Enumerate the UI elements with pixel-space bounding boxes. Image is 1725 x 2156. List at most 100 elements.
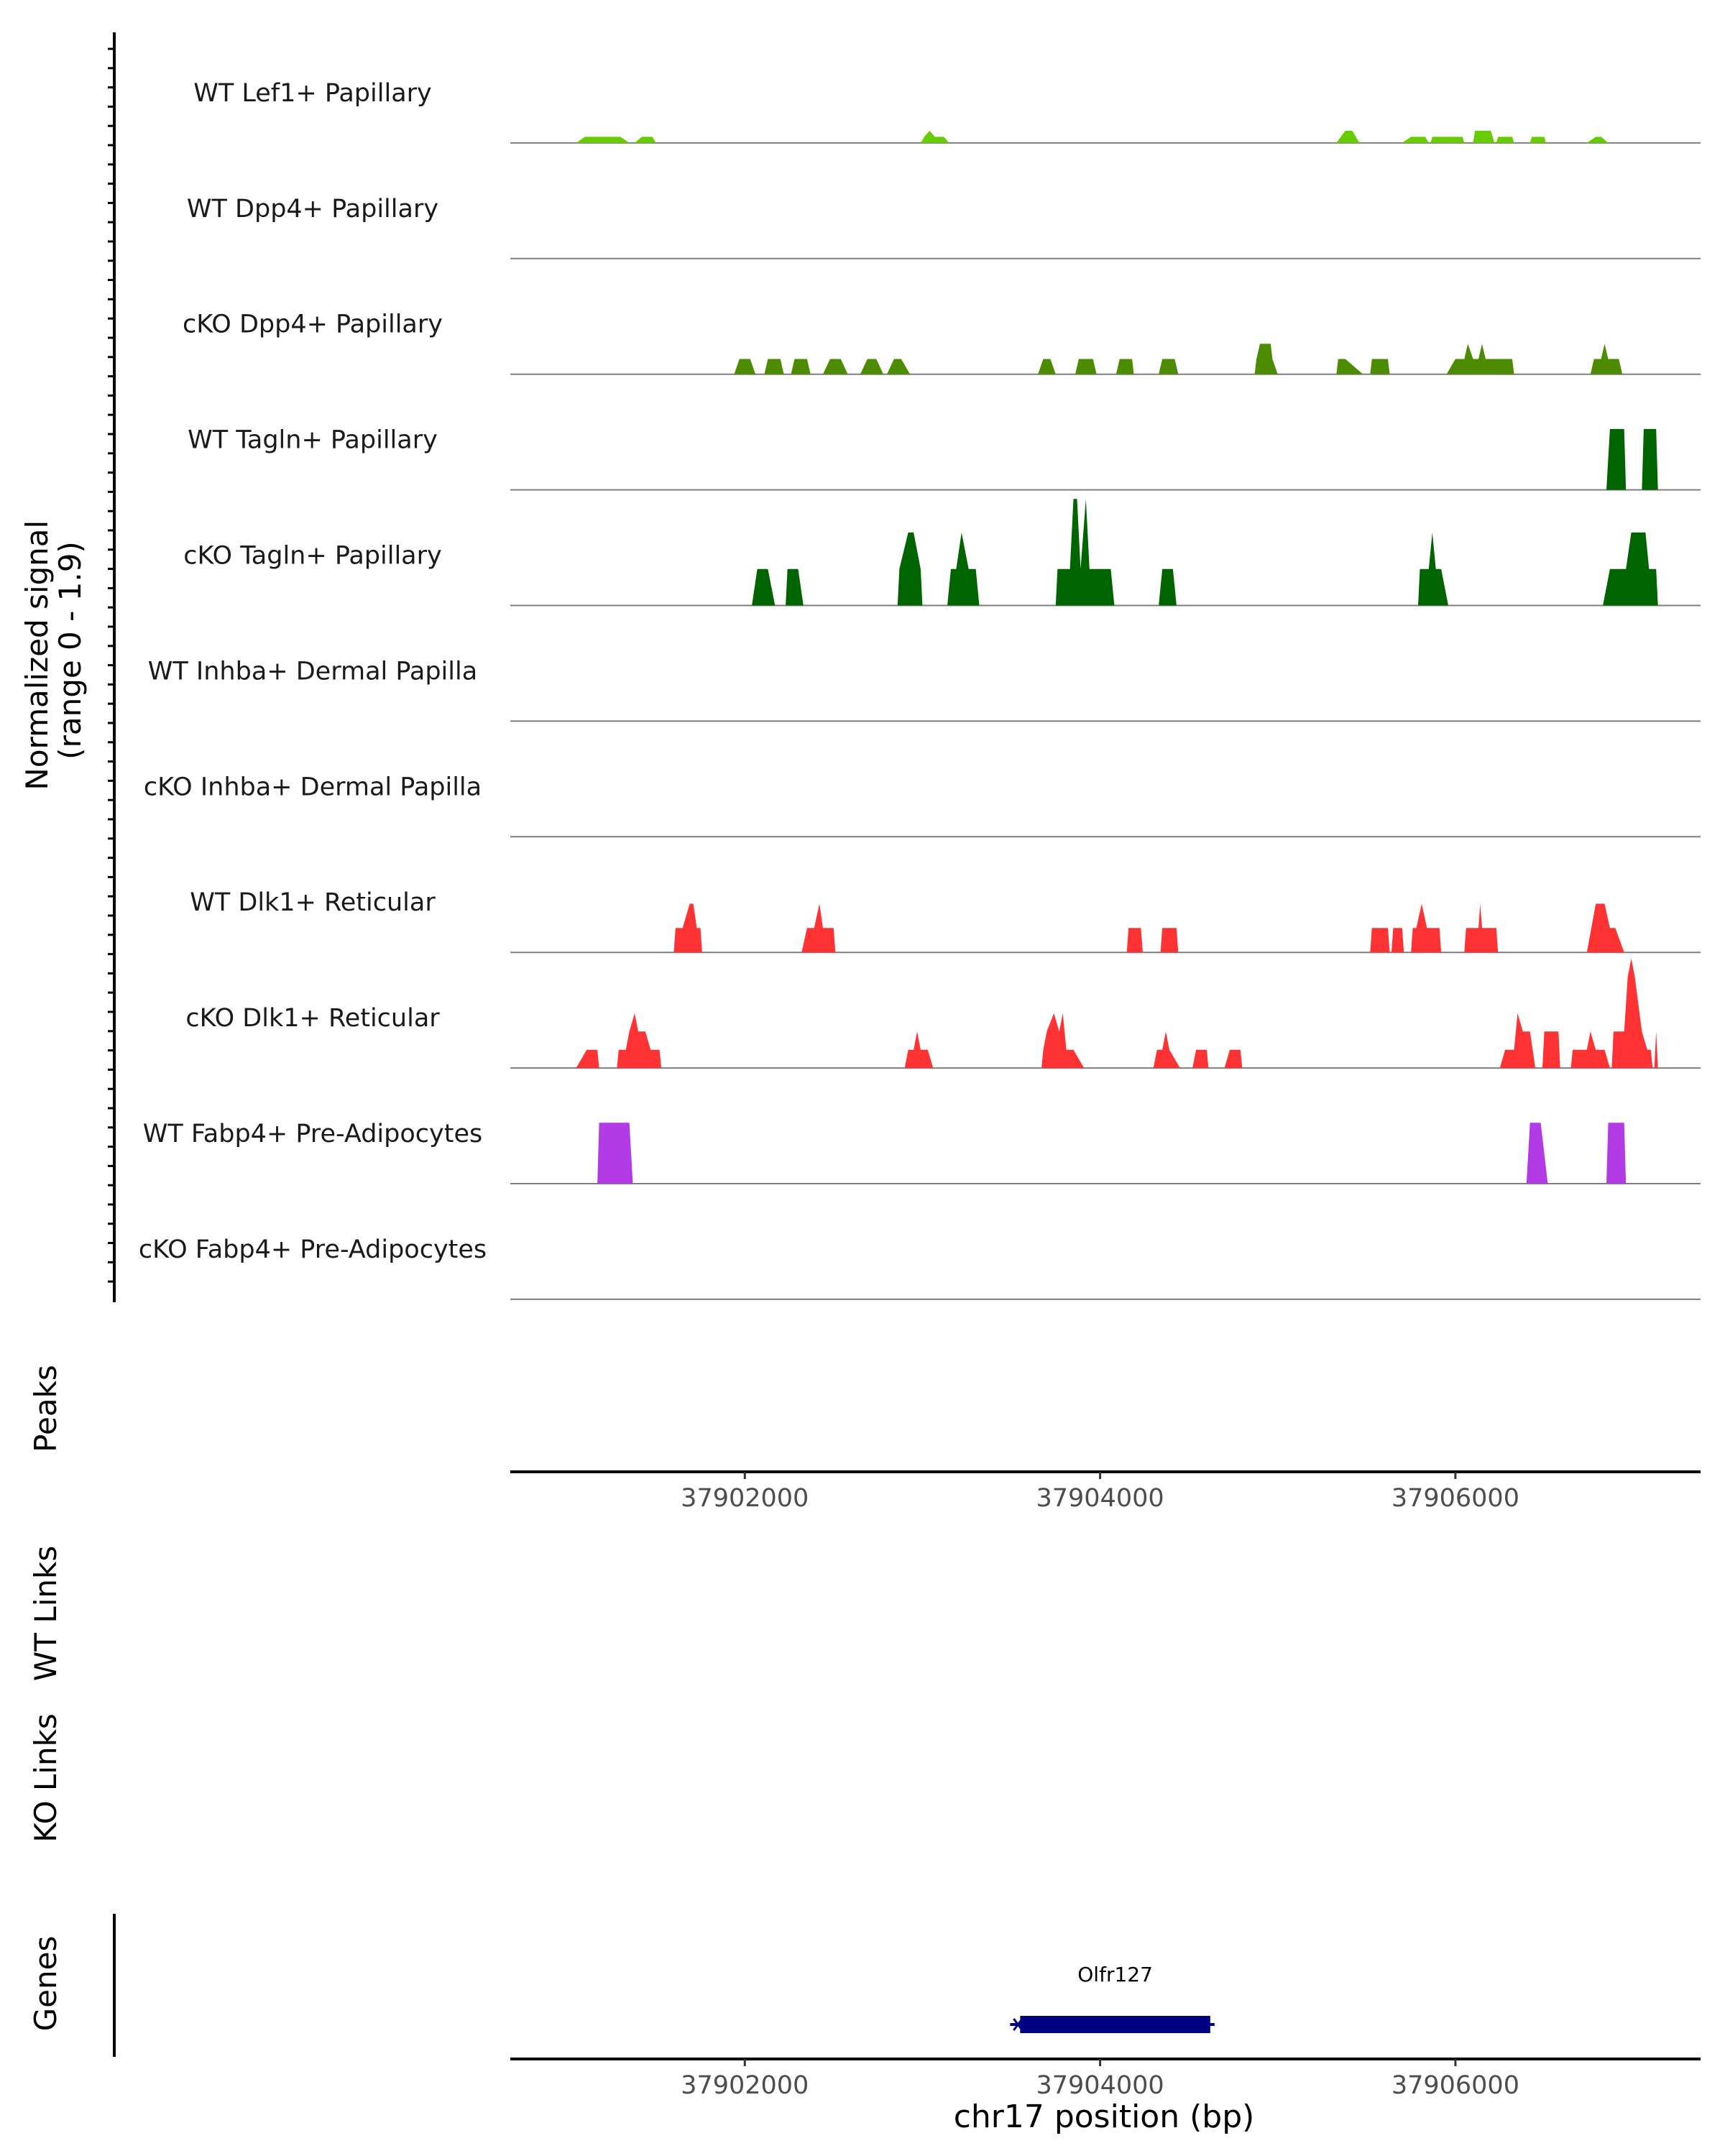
coverage-area	[1499, 1013, 1536, 1069]
track-label: cKO Tagln+ Papillary	[183, 542, 442, 571]
coverage-area	[1153, 1031, 1180, 1069]
peaks-x-axis: 37902000 37904000 37906000	[510, 1470, 1701, 1513]
x-tick-label: 37904000	[1036, 2071, 1164, 2100]
wt-links-panel-label: WT Links	[28, 1546, 63, 1681]
coverage-area	[1402, 137, 1429, 143]
coverage-area	[673, 903, 702, 953]
coverage-area	[887, 359, 911, 374]
coverage-area	[1370, 928, 1390, 953]
coverage-area	[897, 532, 923, 606]
coverage-axis-title-line2: (range 0 - 1.9)	[52, 541, 88, 760]
peaks-x-axis-ticks: 37902000 37904000 37906000	[681, 1472, 1519, 1513]
ko-links-panel-label: KO Links	[28, 1713, 63, 1843]
coverage-y-axis	[108, 32, 116, 1302]
coverage-area	[1570, 1031, 1610, 1069]
track-11: cKO Fabp4+ Pre-Adipocytes	[139, 1235, 1701, 1300]
coverage-area	[1055, 499, 1115, 606]
coverage-area	[1418, 532, 1448, 606]
coverage-area	[801, 903, 836, 953]
gene-label: Olfr127	[1077, 1963, 1153, 1986]
coverage-area	[1642, 428, 1658, 490]
x-axis-title: chr17 position (bp)	[954, 2099, 1255, 2135]
coverage-area	[597, 1123, 633, 1184]
coverage-area	[1336, 131, 1360, 143]
coverage-area	[635, 137, 656, 143]
track-7: cKO Inhba+ Dermal Papilla	[144, 773, 1701, 838]
track-1: WT Lef1+ Papillary	[193, 79, 1701, 144]
coverage-area	[1116, 359, 1134, 374]
strand-arrow-icon	[1013, 2018, 1024, 2031]
x-tick-label: 37906000	[1392, 2071, 1519, 2100]
track-label: WT Tagln+ Papillary	[188, 426, 438, 455]
track-label: cKO Fabp4+ Pre-Adipocytes	[139, 1235, 487, 1264]
coverage-area	[1586, 137, 1609, 143]
track-8: WT Dlk1+ Reticular	[190, 888, 1701, 954]
coverage-area	[1654, 1031, 1658, 1069]
gene-annotations: Olfr127	[1010, 1963, 1215, 2033]
x-tick-label: 37902000	[681, 2071, 809, 2100]
coverage-area	[576, 1049, 599, 1069]
track-9: cKO Dlk1+ Reticular	[185, 958, 1701, 1069]
coverage-area	[764, 359, 784, 374]
track-4: WT Tagln+ Papillary	[188, 426, 1701, 491]
coverage-area	[947, 532, 980, 606]
coverage-area	[1464, 903, 1499, 953]
coverage-tracks: WT Lef1+ Papillary WT Dpp4+ Papillary cKO …	[139, 79, 1701, 1300]
genes-x-axis-ticks: 37902000 37904000 37906000	[681, 2059, 1519, 2100]
coverage-area	[823, 359, 848, 374]
x-tick-label: 37904000	[1036, 1484, 1164, 1513]
coverage-area	[1411, 903, 1442, 953]
coverage-area	[1430, 137, 1465, 143]
x-tick-label: 37906000	[1392, 1484, 1519, 1513]
coverage-area	[1603, 532, 1658, 606]
coverage-area	[920, 131, 949, 143]
track-label: WT Lef1+ Papillary	[193, 79, 432, 108]
coverage-area	[1126, 928, 1143, 953]
coverage-area	[1586, 903, 1624, 953]
coverage-area	[1542, 1031, 1560, 1069]
coverage-area	[1606, 1123, 1627, 1184]
coverage-area	[1446, 344, 1514, 374]
genes-x-axis: 37902000 37904000 37906000	[510, 2058, 1701, 2100]
coverage-area	[1254, 344, 1278, 374]
genes-panel-label: Genes	[28, 1936, 63, 2032]
coverage-area	[1391, 928, 1404, 953]
coverage-area	[576, 137, 630, 143]
coverage-area	[1370, 359, 1390, 374]
coverage-area	[1224, 1049, 1243, 1069]
coverage-y-axis-ticks	[108, 47, 114, 1283]
track-label: WT Dpp4+ Papillary	[187, 195, 438, 224]
coverage-area	[1611, 958, 1653, 1069]
coverage-axis-title-line1: Normalized signal	[19, 520, 55, 791]
track-3: cKO Dpp4+ Papillary	[183, 310, 1701, 375]
coverage-area	[617, 1013, 662, 1069]
track-label: cKO Inhba+ Dermal Papilla	[144, 773, 482, 801]
coverage-area	[791, 359, 811, 374]
coverage-area	[1159, 359, 1179, 374]
track-2: WT Dpp4+ Papillary	[187, 195, 1701, 259]
coverage-area	[1526, 1123, 1548, 1184]
gene-Olfr127: Olfr127	[1010, 1963, 1215, 2033]
coverage-area	[1038, 359, 1056, 374]
peaks-panel-label: Peaks	[28, 1365, 63, 1452]
coverage-area	[904, 1031, 934, 1069]
coverage-area	[1041, 1013, 1085, 1069]
x-tick-label: 37902000	[681, 1484, 809, 1513]
coverage-area	[752, 568, 776, 606]
coverage-axis-title: Normalized signal (range 0 - 1.9)	[19, 510, 88, 790]
coverage-area	[860, 359, 883, 374]
track-label: cKO Dpp4+ Papillary	[183, 310, 443, 339]
track-6: WT Inhba+ Dermal Papilla	[148, 657, 1701, 722]
coverage-area	[1159, 568, 1177, 606]
coverage-area	[1496, 137, 1514, 143]
coverage-area	[1590, 344, 1623, 374]
coverage-area	[1530, 137, 1546, 143]
coverage-area	[1192, 1049, 1209, 1069]
track-label: WT Fabp4+ Pre-Adipocytes	[143, 1120, 482, 1148]
coverage-area	[1160, 928, 1179, 953]
coverage-area	[1473, 131, 1495, 143]
track-10: WT Fabp4+ Pre-Adipocytes	[143, 1120, 1701, 1184]
coverage-area	[1606, 428, 1627, 490]
track-label: cKO Dlk1+ Reticular	[185, 1004, 440, 1033]
